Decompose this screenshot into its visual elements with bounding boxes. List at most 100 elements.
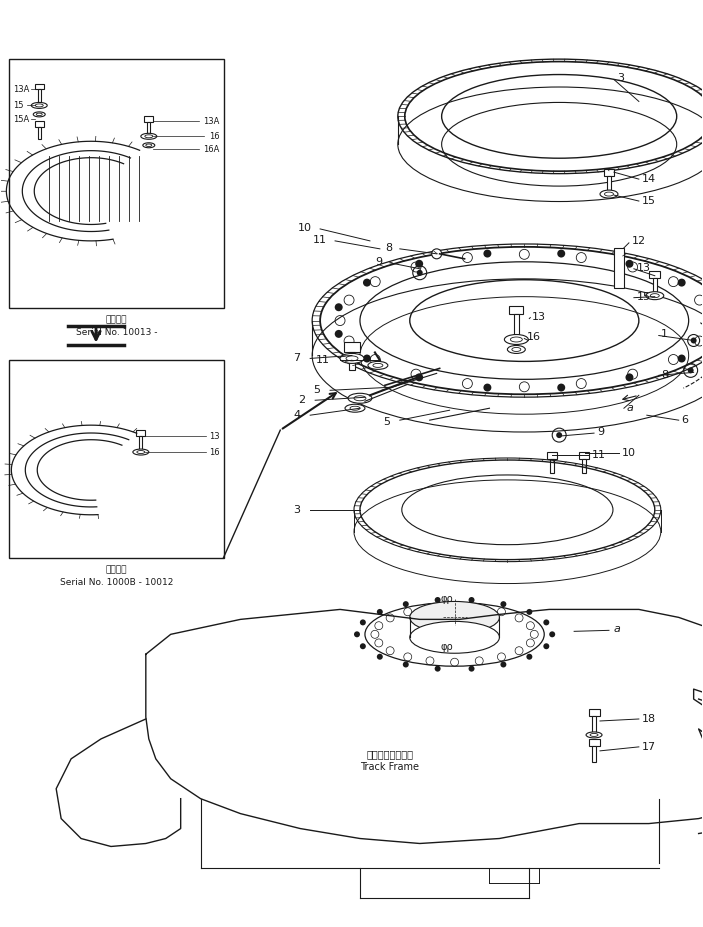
- Circle shape: [403, 601, 408, 607]
- Bar: [510, 306, 523, 313]
- Text: 16: 16: [209, 132, 219, 141]
- Text: 2: 2: [298, 395, 305, 405]
- Text: 16A: 16A: [203, 145, 219, 154]
- Text: 13: 13: [209, 432, 219, 440]
- Text: 6: 6: [682, 415, 689, 425]
- Ellipse shape: [368, 362, 388, 369]
- Circle shape: [557, 384, 565, 391]
- Circle shape: [335, 330, 342, 337]
- Text: 8: 8: [386, 243, 393, 253]
- Ellipse shape: [133, 449, 149, 455]
- Bar: [592, 716, 596, 732]
- Bar: [34, 83, 44, 90]
- Circle shape: [434, 666, 441, 672]
- Bar: [582, 459, 586, 473]
- Ellipse shape: [143, 143, 155, 147]
- Bar: [579, 452, 589, 459]
- Text: 15A: 15A: [13, 115, 30, 124]
- Bar: [550, 459, 554, 473]
- Ellipse shape: [646, 292, 664, 299]
- Text: a: a: [614, 625, 621, 634]
- Circle shape: [363, 279, 371, 286]
- Circle shape: [377, 654, 383, 660]
- Text: 16: 16: [527, 333, 541, 342]
- Text: 11: 11: [592, 450, 606, 460]
- Circle shape: [469, 597, 475, 603]
- Text: 12: 12: [632, 235, 646, 246]
- Text: 8: 8: [661, 371, 668, 380]
- Text: 7: 7: [293, 353, 300, 363]
- Ellipse shape: [410, 621, 499, 654]
- Circle shape: [527, 654, 532, 660]
- Ellipse shape: [410, 602, 499, 633]
- Bar: [344, 342, 360, 352]
- Circle shape: [501, 601, 506, 607]
- Text: 5: 5: [383, 417, 390, 427]
- Ellipse shape: [33, 112, 45, 117]
- Text: 13: 13: [637, 262, 651, 273]
- Text: 11: 11: [313, 235, 327, 245]
- Circle shape: [556, 432, 562, 438]
- Bar: [144, 117, 153, 122]
- Bar: [9, 361, 224, 558]
- Circle shape: [527, 609, 532, 615]
- Bar: [592, 746, 596, 762]
- Text: φρ: φρ: [440, 642, 453, 653]
- Circle shape: [501, 662, 506, 667]
- Ellipse shape: [348, 393, 372, 403]
- Circle shape: [626, 260, 633, 268]
- Text: Serial No. 10013 -: Serial No. 10013 -: [76, 327, 157, 337]
- Bar: [9, 58, 224, 308]
- Circle shape: [557, 249, 565, 258]
- Text: 18: 18: [642, 714, 656, 724]
- Circle shape: [360, 643, 366, 649]
- Text: 13A: 13A: [13, 85, 30, 94]
- Text: 10: 10: [622, 448, 636, 458]
- Text: 9: 9: [597, 427, 604, 438]
- Text: 適用号機: 適用号機: [105, 565, 127, 575]
- Circle shape: [690, 337, 697, 344]
- Circle shape: [335, 303, 342, 311]
- Text: 5: 5: [313, 386, 320, 395]
- Text: 15: 15: [13, 101, 24, 110]
- Bar: [588, 709, 600, 716]
- Bar: [653, 278, 657, 293]
- Circle shape: [543, 643, 549, 649]
- Circle shape: [678, 354, 685, 362]
- Circle shape: [484, 384, 491, 391]
- Circle shape: [377, 609, 383, 615]
- Circle shape: [432, 248, 441, 259]
- Circle shape: [354, 631, 360, 637]
- Text: 4: 4: [293, 410, 300, 420]
- Ellipse shape: [504, 335, 528, 345]
- Ellipse shape: [586, 732, 602, 738]
- Ellipse shape: [600, 190, 618, 198]
- Bar: [588, 739, 600, 746]
- Circle shape: [688, 367, 694, 374]
- Text: Serial No. 1000B - 10012: Serial No. 1000B - 10012: [60, 578, 173, 587]
- Bar: [136, 430, 146, 436]
- Text: 13: 13: [532, 311, 546, 322]
- Text: Track Frame: Track Frame: [361, 762, 420, 772]
- Text: 3: 3: [617, 72, 624, 83]
- Circle shape: [469, 666, 475, 672]
- Bar: [650, 271, 660, 278]
- Text: 適用号機: 適用号機: [105, 315, 127, 324]
- Text: 15: 15: [637, 292, 651, 301]
- Text: 9: 9: [375, 257, 382, 267]
- Circle shape: [360, 619, 366, 626]
- Text: φρ: φρ: [440, 594, 453, 604]
- Circle shape: [484, 249, 491, 258]
- Bar: [139, 436, 142, 450]
- Bar: [349, 352, 355, 371]
- Ellipse shape: [345, 404, 365, 413]
- Circle shape: [678, 279, 685, 286]
- Ellipse shape: [141, 133, 157, 139]
- Text: 3: 3: [293, 505, 300, 514]
- Text: 13A: 13A: [203, 117, 219, 126]
- Circle shape: [415, 260, 423, 268]
- Circle shape: [403, 662, 408, 667]
- Text: トラックフレーム: トラックフレーム: [366, 749, 413, 759]
- Text: 11: 11: [316, 355, 330, 365]
- Bar: [34, 121, 44, 127]
